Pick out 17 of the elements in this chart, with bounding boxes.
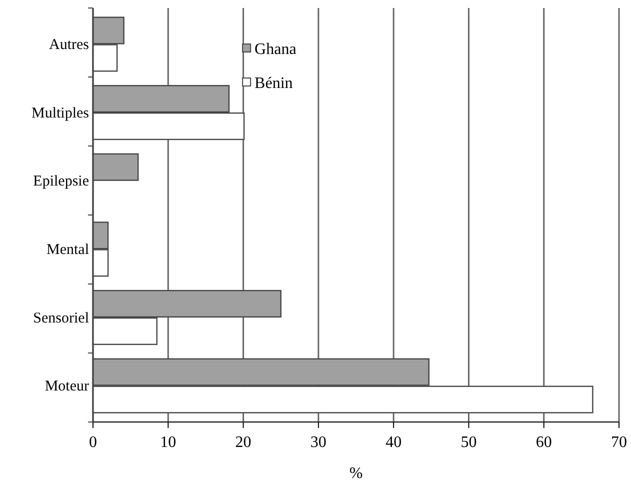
x-tick-label: 20: [235, 434, 252, 451]
x-tick-label: 60: [536, 434, 552, 451]
y-tick-label: Epilepsie: [33, 174, 90, 190]
x-tick-label: 40: [386, 434, 402, 451]
x-tick-label: 10: [160, 434, 176, 451]
x-tick-label: 0: [89, 434, 97, 451]
x-axis-title: %: [349, 465, 363, 482]
y-tick-label: Sensoriel: [33, 310, 89, 326]
legend-label: Bénin: [254, 75, 293, 92]
x-tick-label: 30: [310, 434, 326, 451]
y-tick-label: Moteur: [44, 378, 89, 395]
y-tick-label: Autres: [49, 37, 90, 54]
legend-label: Ghana: [254, 41, 296, 58]
x-tick-label: 70: [611, 434, 627, 451]
x-tick-label: 50: [460, 434, 477, 451]
y-tick-label: Multiples: [31, 105, 90, 122]
y-tick-label: Mental: [46, 242, 89, 258]
